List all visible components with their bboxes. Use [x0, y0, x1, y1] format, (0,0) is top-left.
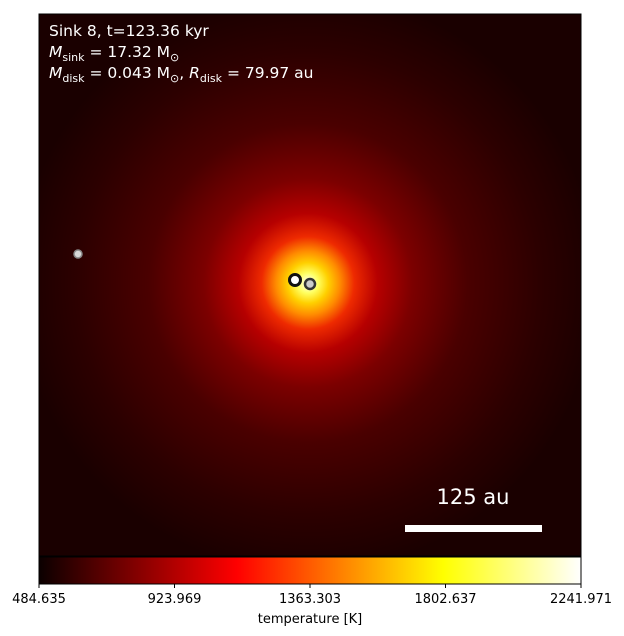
colorbar-tick-label: 1802.637 [414, 592, 476, 607]
colorbar: 484.635 923.969 1363.303 1802.637 2241.971 t… [12, 556, 612, 627]
sink-main [288, 273, 302, 287]
colorbar-tick-label: 1363.303 [279, 592, 341, 607]
sink-companion [303, 277, 317, 291]
sink-markers [73, 249, 317, 291]
colorbar-tick-label: 2241.971 [550, 592, 612, 607]
plot-frame [38, 13, 582, 557]
colorbar-gradient [39, 557, 581, 584]
sink-distant [73, 249, 83, 259]
annotation-disk: Mdisk = 0.043 M⊙, Rdisk = 79.97 au [49, 64, 314, 85]
annotation-block: Sink 8, t=123.36 kyr Msink = 17.32 M⊙ Md… [49, 22, 314, 85]
colorbar-tick-label: 923.969 [148, 592, 202, 607]
annotation-sink-line: Sink 8, t=123.36 kyr [49, 22, 209, 40]
colorbar-tick-label: 484.635 [12, 592, 66, 607]
scale-bar: 125 au [405, 485, 542, 532]
colorbar-ticks: 484.635 923.969 1363.303 1802.637 2241.971 [12, 584, 612, 607]
colorbar-label: temperature [K] [258, 612, 363, 627]
scale-bar-line [405, 525, 542, 532]
scale-bar-label: 125 au [437, 485, 510, 509]
annotation-mass-sink: Msink = 17.32 M⊙ [49, 43, 179, 64]
